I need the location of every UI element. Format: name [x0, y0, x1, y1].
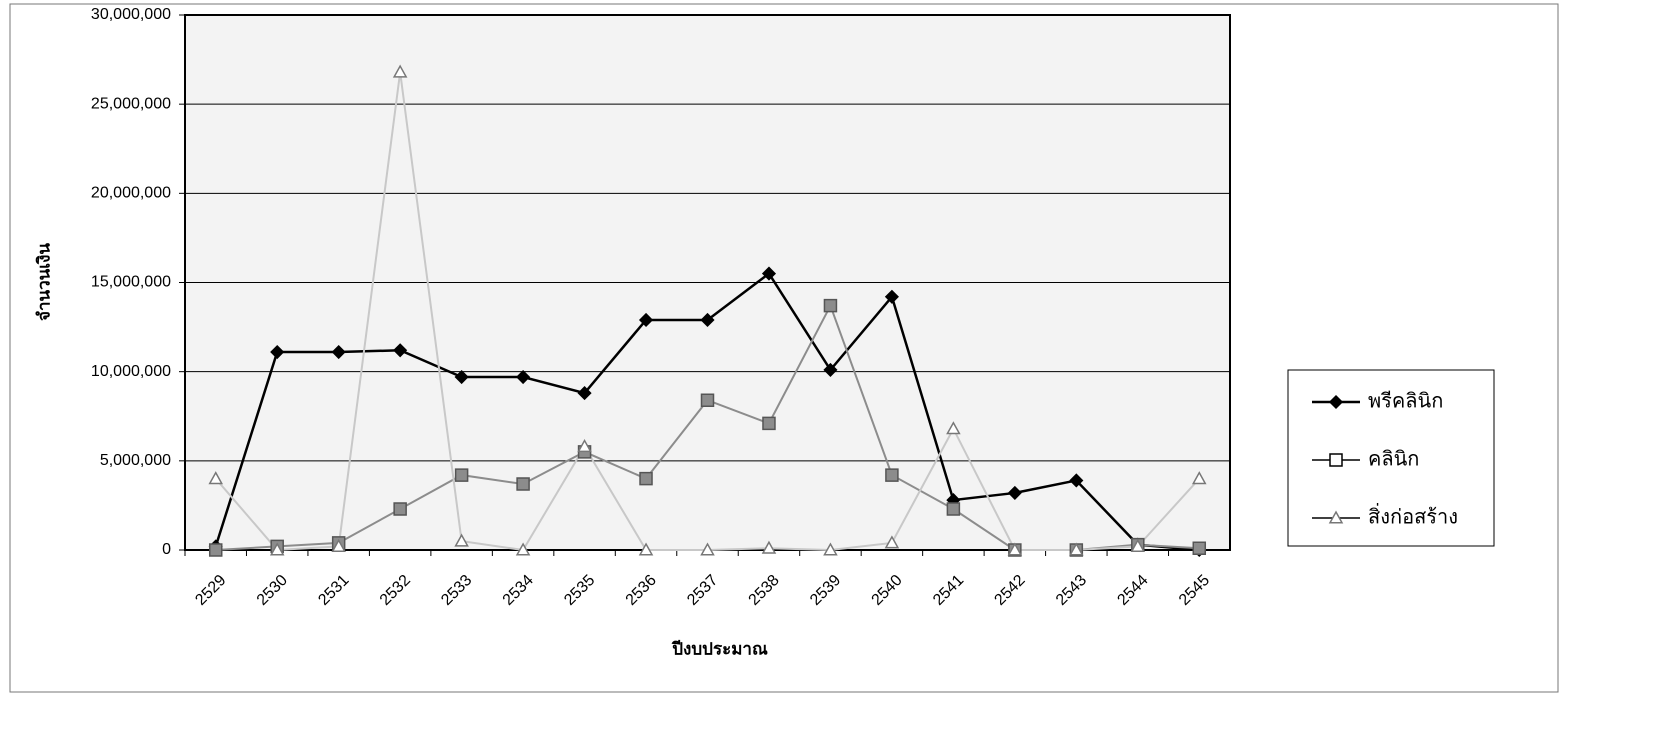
x-tick-label: 2545 [1176, 572, 1213, 609]
data-point [761, 266, 777, 281]
data-point [700, 542, 715, 556]
data-point [577, 386, 592, 401]
x-tick-label: 2534 [500, 572, 537, 609]
data-point [331, 344, 346, 360]
data-point [946, 502, 961, 516]
data-point [884, 535, 900, 549]
data-point [1069, 542, 1084, 556]
x-tick-label: 2538 [746, 572, 783, 609]
x-tick-label: 2536 [623, 572, 660, 609]
data-point [454, 369, 469, 385]
data-point [208, 471, 224, 485]
data-point [1130, 538, 1146, 552]
data-point [270, 344, 285, 360]
data-point [761, 540, 777, 554]
y-tick-label: 25,000,000 [91, 95, 171, 112]
legend-label: คลินิก [1368, 448, 1419, 470]
data-point [700, 312, 715, 328]
y-axis-title: จำนวนเงิน [34, 243, 53, 321]
data-point [1007, 485, 1022, 500]
data-point [515, 542, 531, 556]
data-point [884, 289, 899, 304]
data-point [208, 543, 223, 557]
x-tick-label: 2530 [254, 572, 291, 609]
y-tick-label: 0 [162, 541, 171, 558]
data-point [393, 502, 407, 516]
x-axis-title: ปีงบประมาณ [671, 638, 768, 658]
y-tick-label: 15,000,000 [91, 274, 171, 291]
data-point [1007, 542, 1023, 556]
x-tick-label: 2529 [192, 572, 229, 609]
legend-label: สิ่งก่อสร้าง [1368, 502, 1458, 528]
y-tick-label: 5,000,000 [100, 452, 171, 469]
x-tick-label: 2539 [807, 572, 844, 609]
x-tick-label: 2531 [315, 572, 352, 609]
data-point [700, 393, 715, 407]
x-tick-label: 2542 [991, 572, 1028, 609]
x-tick-label: 2541 [930, 572, 967, 609]
x-tick-label: 2537 [684, 572, 721, 609]
data-point [392, 64, 408, 78]
data-point [269, 542, 285, 556]
data-point [638, 542, 654, 556]
data-point [393, 343, 408, 358]
data-point [331, 538, 346, 552]
y-tick-label: 30,000,000 [91, 6, 171, 23]
data-point [1191, 471, 1207, 485]
data-point [823, 298, 838, 313]
data-point [823, 542, 838, 556]
data-point [516, 369, 531, 385]
data-point [638, 312, 654, 328]
x-tick-label: 2544 [1114, 572, 1151, 609]
legend-box [1287, 369, 1495, 547]
y-tick-label: 20,000,000 [91, 185, 171, 202]
data-point [1192, 541, 1207, 555]
data-point [823, 362, 838, 377]
chart-frame [9, 3, 1559, 693]
x-tick-label: 2532 [377, 572, 414, 609]
data-point [454, 533, 469, 547]
data-point [1069, 473, 1084, 488]
data-point [577, 439, 592, 453]
y-tick-label: 10,000,000 [91, 363, 171, 380]
x-tick-label: 2540 [869, 572, 906, 609]
legend-marker [1329, 453, 1343, 467]
x-tick-label: 2533 [438, 572, 475, 609]
data-point [885, 468, 899, 482]
data-point [946, 421, 961, 435]
legend-label: พรีคลินิก [1368, 390, 1443, 412]
data-point [762, 416, 776, 431]
data-point [454, 468, 469, 482]
legend-marker [1328, 394, 1344, 410]
legend-marker [1328, 510, 1344, 524]
x-tick-label: 2543 [1053, 572, 1090, 609]
x-tick-label: 2535 [561, 572, 598, 609]
data-point [639, 471, 653, 486]
data-point [516, 477, 530, 491]
